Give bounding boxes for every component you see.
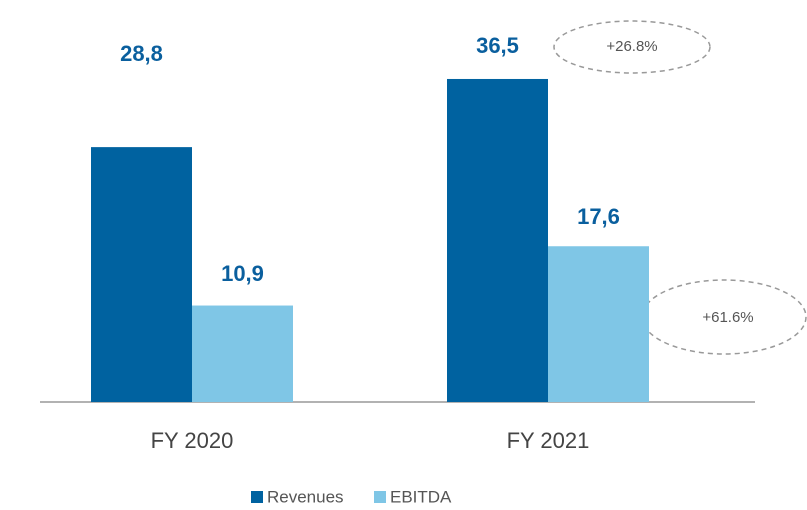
legend-label: Revenues (267, 487, 344, 506)
legend-label: EBITDA (390, 487, 452, 506)
bar (548, 246, 649, 402)
x-tick-label: FY 2021 (507, 428, 590, 453)
annotation: +26.8% (606, 38, 657, 55)
bar (192, 305, 293, 402)
annotation-ellipse (553, 20, 711, 74)
legend-swatch (251, 491, 263, 503)
data-label: 17,6 (577, 204, 620, 229)
annotation: +61.6% (702, 309, 753, 326)
data-label: 28,8 (120, 41, 163, 66)
data-label: 10,9 (221, 261, 264, 286)
data-label: 36,5 (476, 33, 519, 58)
bar (447, 78, 548, 402)
bar (91, 147, 192, 402)
x-tick-label: FY 2020 (151, 428, 234, 453)
legend-swatch (374, 491, 386, 503)
